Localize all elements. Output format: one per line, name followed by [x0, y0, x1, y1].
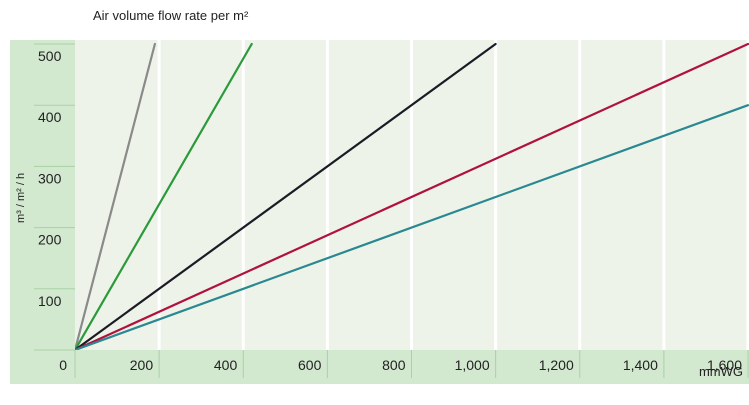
tick-labels: 0 200 400 600 800 1,000 1,200 1,400 1,600 100 200 3… — [38, 48, 742, 373]
y-tick-label: 200 — [38, 232, 62, 248]
series-line-4 — [75, 42, 749, 350]
chart-title: Air volume flow rate per m² — [93, 8, 249, 23]
x-axis-label: mmWG — [699, 364, 743, 379]
x-tick-label: 1,400 — [623, 357, 658, 373]
y-tick-label: 100 — [38, 293, 62, 309]
tick-marks — [34, 43, 749, 378]
x-tick-label: 1,000 — [455, 357, 490, 373]
series-line-1 — [75, 42, 156, 350]
x-tick-label: 200 — [130, 357, 154, 373]
series-line-3 — [75, 42, 497, 350]
x-tick-label: 0 — [59, 357, 67, 373]
y-tick-label: 400 — [38, 109, 62, 125]
y-tick-label: 500 — [38, 48, 62, 64]
series-line-2 — [75, 42, 253, 350]
y-axis-label: m³ / m² / h — [15, 173, 27, 223]
y-tick-label: 300 — [38, 170, 62, 186]
series-lines — [75, 42, 749, 350]
x-tick-label: 800 — [382, 357, 406, 373]
x-tick-label: 1,600 — [707, 357, 742, 373]
x-tick-label: 600 — [298, 357, 322, 373]
grid-lines — [157, 40, 749, 350]
series-line-5 — [75, 104, 749, 350]
x-tick-label: 1,200 — [539, 357, 574, 373]
x-tick-label: 400 — [214, 357, 238, 373]
